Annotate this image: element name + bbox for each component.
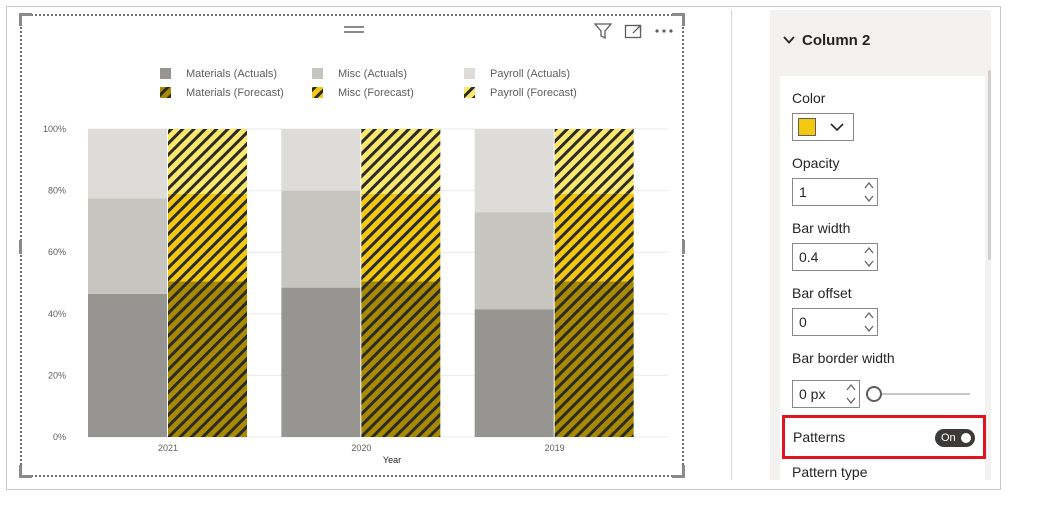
color-label: Color <box>792 90 826 106</box>
y-tick-label: 20% <box>48 370 66 380</box>
stepper-arrows-icon[interactable] <box>863 311 875 333</box>
x-tick-label: 2020 <box>351 443 371 453</box>
legend-label[interactable]: Misc (Actuals) <box>338 68 407 80</box>
stepper-arrows-icon[interactable] <box>863 181 875 203</box>
legend-label[interactable]: Materials (Forecast) <box>186 87 284 99</box>
bar-segment[interactable] <box>474 212 554 310</box>
drag-grip-icon[interactable] <box>344 26 364 36</box>
x-tick-label: 2019 <box>545 443 565 453</box>
y-tick-label: 60% <box>48 247 66 257</box>
bar-border-width-value: 0 px <box>799 386 826 402</box>
bar-width-value: 0.4 <box>799 249 819 265</box>
bar-segment[interactable] <box>88 293 167 437</box>
bar-segment[interactable] <box>474 129 554 213</box>
opacity-label: Opacity <box>792 155 840 171</box>
chevron-down-icon <box>783 36 795 44</box>
stepper-arrows-icon[interactable] <box>845 383 857 405</box>
bar-segment[interactable] <box>554 193 634 282</box>
y-tick-label: 80% <box>48 186 66 196</box>
color-picker[interactable] <box>792 113 854 141</box>
legend-swatch[interactable] <box>464 68 475 79</box>
patterns-row-highlight: Patterns On <box>782 415 986 459</box>
bar-segment[interactable] <box>168 281 247 437</box>
bar-segment[interactable] <box>474 309 554 437</box>
legend-label[interactable]: Materials (Actuals) <box>186 68 277 80</box>
legend-swatch[interactable] <box>160 87 171 98</box>
legend-label[interactable]: Payroll (Actuals) <box>490 68 570 80</box>
bar-width-label: Bar width <box>792 220 851 236</box>
bar-segment[interactable] <box>361 129 441 194</box>
stacked-column-chart: Materials (Actuals) Misc (Actuals) Payroll… <box>43 68 668 465</box>
y-tick-label: 100% <box>43 124 66 134</box>
legend-swatch[interactable] <box>160 68 171 79</box>
bar-segment[interactable] <box>554 129 634 194</box>
border-width-slider-track[interactable] <box>878 393 970 395</box>
bar-segment[interactable] <box>168 129 247 194</box>
pane-divider <box>731 10 732 480</box>
resize-handle-top-left[interactable] <box>19 13 32 26</box>
bar-segment[interactable] <box>361 193 441 282</box>
bar-segment[interactable] <box>168 193 247 282</box>
patterns-toggle-text: On <box>941 432 956 444</box>
pattern-type-label: Pattern type <box>792 464 868 480</box>
opacity-stepper[interactable]: 1 <box>792 178 878 206</box>
resize-handle-right[interactable] <box>682 240 685 254</box>
y-tick-label: 40% <box>48 309 66 319</box>
more-options-icon[interactable] <box>654 22 674 40</box>
focus-mode-icon[interactable] <box>624 22 642 40</box>
x-tick-label: 2021 <box>158 443 178 453</box>
legend-swatch[interactable] <box>312 68 323 79</box>
color-swatch <box>798 118 816 136</box>
bar-width-stepper[interactable]: 0.4 <box>792 243 878 271</box>
legend-swatch[interactable] <box>312 87 323 98</box>
chart-visual[interactable]: Materials (Actuals) Misc (Actuals) Payroll… <box>19 13 685 478</box>
border-width-slider-thumb[interactable] <box>866 386 882 402</box>
pane-scrollbar[interactable] <box>988 70 991 260</box>
legend-label[interactable]: Misc (Forecast) <box>338 87 414 99</box>
bar-segment[interactable] <box>554 281 634 437</box>
resize-handle-left[interactable] <box>19 240 22 254</box>
stepper-arrows-icon[interactable] <box>863 246 875 268</box>
column-settings-card: Color Opacity 1 Bar width 0.4 Bar offset… <box>780 76 985 480</box>
resize-handle-bottom-right[interactable] <box>672 465 685 478</box>
section-title: Column 2 <box>802 31 871 49</box>
y-tick-label: 0% <box>53 432 66 442</box>
bar-segment[interactable] <box>281 190 361 288</box>
bar-segment[interactable] <box>281 129 361 191</box>
opacity-value: 1 <box>799 184 807 200</box>
filter-icon[interactable] <box>594 22 612 40</box>
x-axis-title: Year <box>383 455 401 465</box>
canvas-frame <box>6 6 1001 490</box>
section-header-column-2[interactable]: Column 2 <box>770 10 991 70</box>
resize-handle-top-right[interactable] <box>672 13 685 26</box>
patterns-toggle[interactable]: On <box>935 429 975 447</box>
bar-segment[interactable] <box>88 129 167 199</box>
bar-border-width-label: Bar border width <box>792 350 895 366</box>
bar-offset-value: 0 <box>799 314 807 330</box>
bar-offset-stepper[interactable]: 0 <box>792 308 878 336</box>
legend-label[interactable]: Payroll (Forecast) <box>490 87 577 99</box>
chevron-down-icon <box>830 123 844 132</box>
bar-border-width-stepper[interactable]: 0 px <box>792 380 860 408</box>
legend-swatch[interactable] <box>464 87 475 98</box>
bar-segment[interactable] <box>361 281 441 437</box>
resize-handle-bottom-left[interactable] <box>19 465 32 478</box>
bar-segment[interactable] <box>88 198 167 294</box>
bar-offset-label: Bar offset <box>792 285 852 301</box>
toggle-knob <box>961 433 971 443</box>
bar-segment[interactable] <box>281 287 361 437</box>
patterns-label: Patterns <box>793 429 846 445</box>
